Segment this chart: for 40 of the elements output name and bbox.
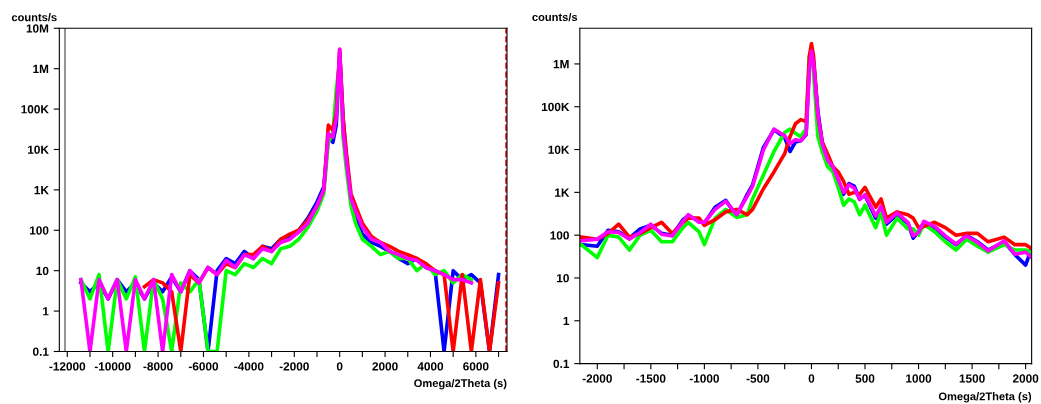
x-tick-label: 0	[336, 362, 343, 371]
y-tick-label: 100K	[21, 105, 49, 114]
y-tick-label: 0.1	[32, 347, 49, 356]
y-tick-label: 1K	[34, 186, 49, 195]
y-tick-label: 0.1	[553, 359, 570, 368]
y-tick-label: 100K	[541, 102, 570, 112]
y-tick-label: 10K	[548, 145, 570, 154]
y-tick-label: 10K	[28, 145, 49, 154]
y-axis-title: counts/s	[532, 12, 578, 22]
x-tick-label: -4000	[234, 362, 264, 371]
y-tick-label: 1M	[553, 60, 569, 69]
y-tick-label: 1K	[555, 188, 570, 197]
x-tick-label: -6000	[188, 362, 219, 371]
x-tick-label: -1500	[636, 374, 666, 383]
y-tick-label: 1	[563, 316, 570, 326]
x-axis-title: Omega/2Theta (s)	[414, 378, 507, 390]
x-tick-label: 500	[855, 374, 875, 383]
x-tick-label: 2000	[1012, 374, 1039, 383]
y-tick-label: 100	[29, 226, 49, 235]
x-tick-label: 2000	[372, 362, 398, 371]
x-tick-label: 1000	[906, 374, 932, 383]
x-tick-label: -12000	[49, 362, 86, 371]
x-tick-label: -8000	[143, 362, 173, 371]
y-tick-label: 1M	[33, 64, 49, 73]
x-tick-label: 1500	[959, 374, 985, 383]
x-tick-label: -2000	[582, 374, 612, 383]
x-tick-label: -2000	[279, 362, 309, 371]
x-tick-label: 0	[808, 374, 815, 383]
y-tick-label: 100	[550, 231, 569, 240]
y-tick-label: 10	[36, 266, 49, 276]
x-tick-label: -1000	[689, 374, 719, 383]
y-tick-label: 10	[557, 274, 569, 283]
x-tick-label: 4000	[417, 362, 444, 371]
y-axis-title: counts/s	[11, 13, 57, 22]
y-tick-label: 10M	[26, 24, 49, 33]
x-axis-title: Omega/2Theta (s)	[938, 392, 1032, 403]
y-tick-label: 1	[43, 307, 49, 316]
x-tick-label: 6000	[463, 362, 489, 371]
x-tick-label: -500	[746, 374, 770, 383]
x-tick-label: -10000	[94, 362, 131, 371]
